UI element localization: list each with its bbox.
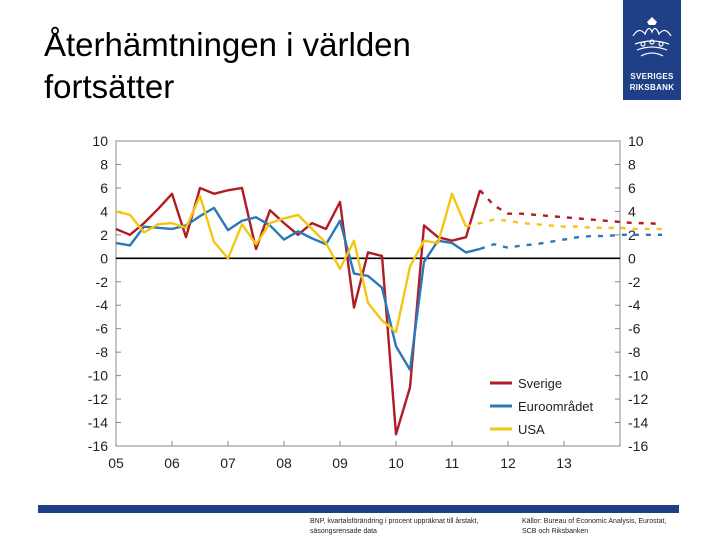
series-line-usa (115, 192, 468, 334)
y-tick-label-right: -10 (628, 368, 648, 384)
x-tick-label: 08 (276, 455, 292, 471)
y-tick-label-left: -6 (96, 321, 109, 337)
legend-label-usa: USA (518, 422, 545, 437)
y-tick-label-left: -16 (88, 438, 108, 454)
footnote-left-line-2: säsongsrensade data (310, 528, 377, 535)
legend-label-sverige: Sverige (518, 376, 562, 391)
y-tick-label-right: -16 (628, 438, 648, 454)
y-tick-label-right: 8 (628, 156, 636, 172)
x-tick-label: 13 (556, 455, 572, 471)
legend-label-euroomr-det: Euroområdet (518, 399, 594, 414)
plot-frame (115, 140, 621, 447)
y-tick-label-left: -4 (96, 297, 109, 313)
y-tick-label-left: 6 (100, 180, 108, 196)
riksbank-logo: SVERIGES RIKSBANK (623, 0, 681, 100)
y-tick-label-left: 8 (100, 156, 108, 172)
footnote-left-line-1: BNP, kvartalsförändring i procent uppräk… (310, 518, 479, 525)
series-forecast-sverige (479, 189, 663, 226)
y-tick-label-left: -2 (96, 274, 109, 290)
y-tick-label-right: 6 (628, 180, 636, 196)
x-tick-label: 09 (332, 455, 348, 471)
logo-text-line-2: RIKSBANK (629, 83, 675, 92)
y-tick-label-left: 0 (100, 250, 108, 266)
series-line-sverige (115, 186, 482, 436)
x-tick-label: 05 (108, 455, 124, 471)
slide-title-line-2: fortsätter (44, 68, 175, 105)
y-tick-label-right: 10 (628, 133, 644, 149)
y-tick-label-left: 10 (92, 133, 108, 149)
y-tick-label-left: 2 (100, 227, 108, 243)
logo-text-line-1: SVERIGES (630, 72, 674, 81)
y-tick-label-right: 0 (628, 250, 636, 266)
slide-title: Återhämtningen i världen fortsätter (44, 24, 411, 108)
y-tick-label-right: -4 (628, 297, 641, 313)
x-tick-label: 06 (164, 455, 180, 471)
y-tick-label-right: -8 (628, 344, 641, 360)
footnote-left: BNP, kvartalsförändring i procent uppräk… (310, 517, 478, 537)
y-tick-label-right: 4 (628, 203, 636, 219)
footnote-right-line-1: Källor: Bureau of Economic Analysis, Eur… (522, 518, 667, 525)
y-tick-label-right: -2 (628, 274, 641, 290)
y-tick-label-left: 4 (100, 203, 108, 219)
x-tick-label: 10 (388, 455, 404, 471)
footer-bar (38, 505, 679, 513)
y-tick-label-right: 2 (628, 227, 636, 243)
y-tick-label-left: -12 (88, 391, 108, 407)
crown-emblem-icon (632, 17, 672, 57)
y-tick-label-right: -14 (628, 415, 648, 431)
y-tick-label-right: -6 (628, 321, 641, 337)
footnote-right: Källor: Bureau of Economic Analysis, Eur… (522, 517, 666, 537)
y-tick-label-right: -12 (628, 391, 648, 407)
series-forecast-usa (465, 218, 662, 231)
slide-title-line-1: Återhämtningen i världen (44, 26, 411, 63)
y-tick-label-left: -14 (88, 415, 108, 431)
x-tick-label: 07 (220, 455, 236, 471)
x-tick-label: 11 (445, 455, 460, 471)
footnote-right-line-2: SCB och Riksbanken (522, 528, 589, 535)
y-tick-label-left: -8 (96, 344, 109, 360)
series-line-euroomr-det (115, 206, 481, 371)
x-tick-label: 12 (500, 455, 516, 471)
y-tick-label-left: -10 (88, 368, 108, 384)
